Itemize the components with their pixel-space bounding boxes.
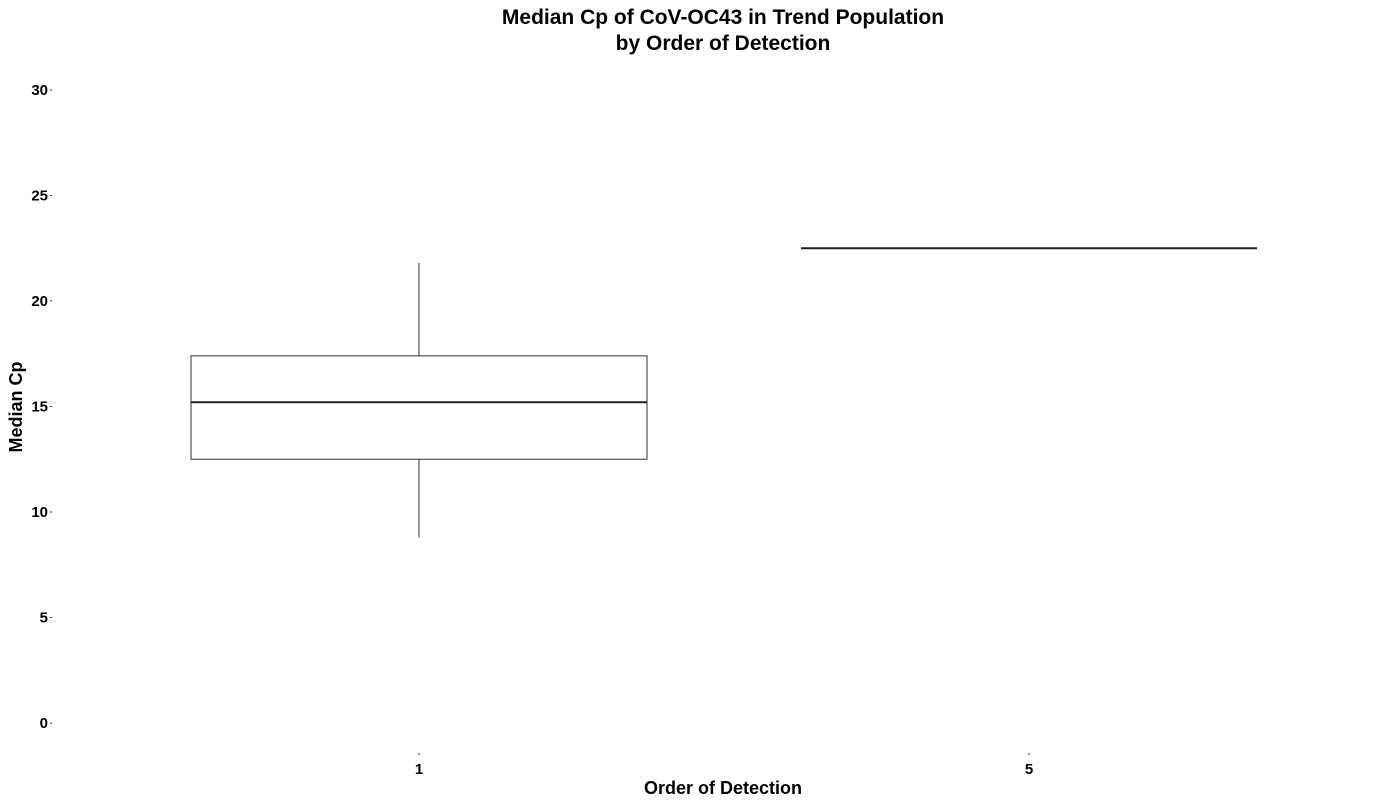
boxes-layer	[190, 247, 1257, 538]
iqr-box	[190, 355, 648, 460]
y-axis-title: Median Cp	[6, 361, 26, 452]
chart-title-line-1: Median Cp of CoV-OC43 in Trend Populatio…	[502, 6, 944, 29]
y-tick-label: 15	[31, 399, 48, 416]
y-tick-label: 20	[31, 293, 48, 310]
chart-title-line-2: by Order of Detection	[616, 32, 831, 55]
box-category-1	[190, 263, 648, 538]
x-axis-title: Order of Detection	[644, 778, 802, 798]
y-tick-label: 0	[40, 715, 48, 732]
y-axis: 0 5 10 15 20 25 30	[31, 82, 52, 732]
y-tick-label: 10	[31, 504, 48, 521]
y-tick-label: 25	[31, 188, 48, 205]
y-tick-label: 30	[31, 82, 48, 99]
x-tick-label: 5	[1025, 761, 1033, 778]
x-tick-label: 1	[415, 761, 423, 778]
y-tick-label: 5	[40, 610, 48, 627]
